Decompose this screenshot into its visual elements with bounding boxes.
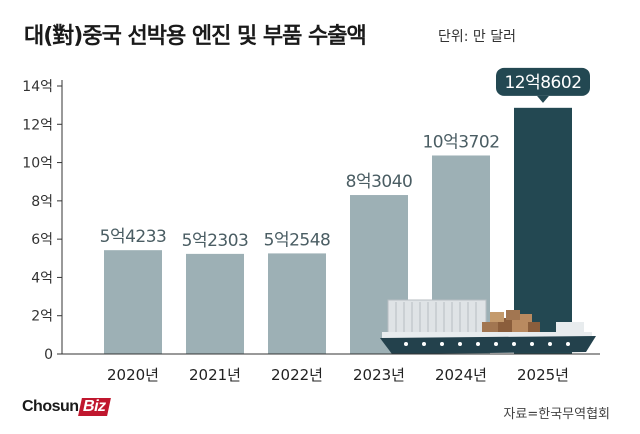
- x-tick-label: 2024년: [435, 366, 487, 384]
- data-label: 5억2303: [182, 231, 249, 251]
- data-label: 5억4233: [100, 227, 167, 247]
- data-label: 5억2548: [264, 230, 331, 250]
- chosunbiz-logo: Chosun Biz: [22, 398, 110, 416]
- data-label-callout-pointer: [537, 95, 549, 103]
- y-tick-label: 4억: [31, 270, 53, 286]
- unit-label: 단위: 만 달러: [438, 29, 517, 45]
- cargo-ship-illustration: [380, 299, 596, 354]
- y-tick-label: 10억: [22, 156, 53, 172]
- bar: [186, 253, 244, 354]
- bar: [268, 253, 326, 354]
- x-axis: 2020년 2021년 2022년 2023년 2024년 2025년: [62, 353, 600, 384]
- chart-title: 대(對)중국 선박용 엔진 및 부품 수출액: [24, 24, 367, 49]
- bar: [514, 107, 572, 354]
- x-tick-label: 2021년: [189, 366, 241, 384]
- y-tick-label: 0: [44, 347, 53, 363]
- x-tick-label: 2022년: [271, 366, 323, 384]
- logo-accent-text: Biz: [77, 398, 110, 416]
- x-tick-label: 2023년: [353, 366, 405, 384]
- data-label: 8억3040: [346, 172, 413, 192]
- bar: [104, 250, 162, 354]
- y-tick-label: 6억: [31, 232, 53, 248]
- data-label: 12억8602: [504, 73, 581, 93]
- logo-main-text: Chosun: [22, 398, 79, 415]
- data-label: 10억3702: [422, 132, 499, 152]
- y-axis: 0 2억 4억 6억 8억 10억 12억 14억: [22, 79, 63, 363]
- y-tick-label: 8억: [31, 194, 53, 210]
- y-tick-label: 12억: [22, 117, 53, 133]
- data-label-callout: [496, 67, 590, 96]
- x-tick-label: 2020년: [107, 366, 159, 384]
- source-credit: 자료=한국무역협회: [503, 407, 610, 422]
- y-tick-label: 14억: [22, 79, 53, 95]
- y-tick-label: 2억: [31, 309, 53, 325]
- x-tick-label: 2025년: [517, 366, 569, 384]
